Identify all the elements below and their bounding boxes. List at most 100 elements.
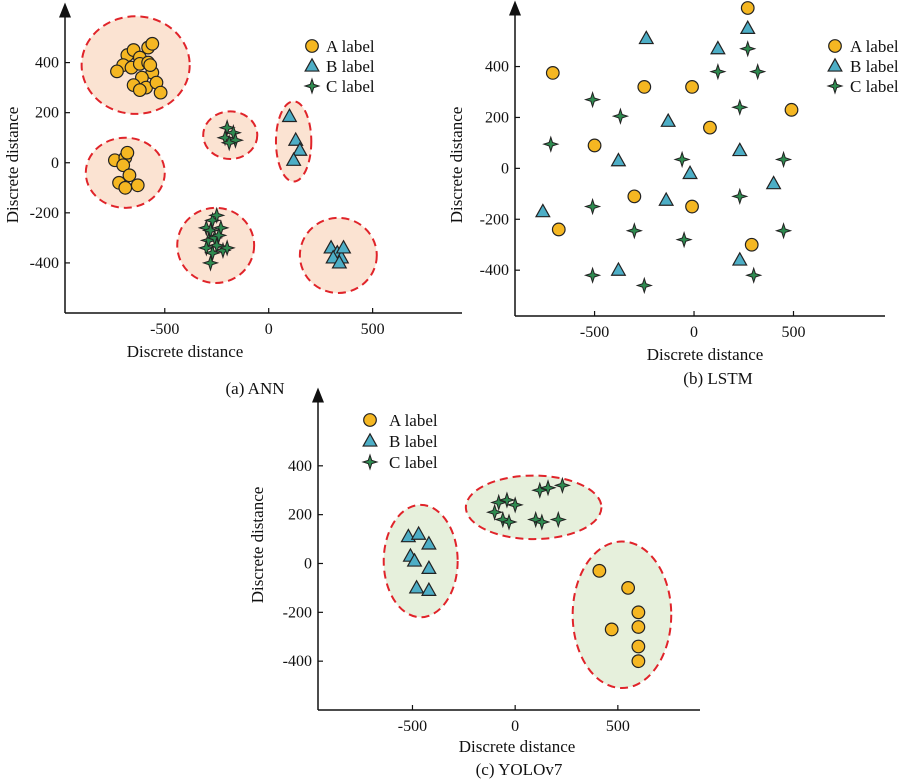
legend-circle-icon (828, 39, 842, 53)
b-label-point (406, 552, 423, 567)
c-label-point (731, 98, 749, 116)
c-label-point (731, 187, 749, 206)
x-axis-label: Discrete distance (127, 342, 244, 361)
c-label-point (583, 197, 602, 216)
cluster-ellipse (464, 474, 603, 541)
a-label-point (784, 102, 799, 117)
lstm-plot-panel: -500 0 500 -400 -200 0 200 400 Discrete distanc… (447, 0, 899, 388)
x-tick-label: -500 (398, 718, 427, 735)
x-axis-label: Discrete distance (647, 345, 764, 364)
a-label-point (604, 622, 619, 637)
a-label-point (637, 80, 652, 94)
b-label-point (287, 131, 304, 146)
y-tick-label: 0 (501, 160, 509, 177)
c-label-point (203, 244, 222, 262)
legend-label-a: A label (850, 37, 899, 56)
c-label-point (739, 40, 757, 58)
a-label-point (143, 58, 158, 72)
c-label-point (625, 222, 643, 240)
c-label-point (494, 510, 512, 529)
legend-star-icon (303, 77, 321, 95)
a-label-point (153, 85, 168, 100)
b-label-point (281, 107, 298, 123)
b-label-point (421, 581, 437, 596)
b-label-point (731, 251, 748, 266)
c-label-point (611, 107, 630, 125)
cluster-ellipse (382, 503, 459, 619)
c-label-point (201, 254, 220, 272)
legend-label-b: B label (850, 57, 899, 76)
b-label-point (739, 19, 756, 35)
y-tick-label: 400 (35, 55, 59, 72)
x-tick-label: 0 (265, 321, 273, 338)
panel-caption: (b) LSTM (683, 369, 752, 388)
b-label-point (335, 239, 352, 254)
c-label-point (506, 496, 524, 514)
a-label-point (744, 237, 759, 252)
x-tick-label: -500 (150, 321, 179, 338)
x-tick-label: 0 (511, 718, 519, 735)
c-label-point (485, 503, 504, 521)
panel-caption: (a) ANN (225, 379, 284, 398)
a-label-point (740, 1, 755, 15)
b-label-point (638, 30, 655, 45)
c-label-point (709, 62, 727, 81)
c-label-point (583, 91, 602, 109)
b-label-point (408, 579, 425, 594)
b-label-point (682, 165, 698, 180)
y-tick-label: 400 (288, 458, 312, 475)
c-label-point (218, 119, 236, 137)
x-tick-label: 0 (690, 324, 698, 341)
c-label-point (218, 239, 236, 257)
b-label-point (421, 559, 437, 575)
c-label-point (490, 493, 508, 512)
a-label-point (122, 168, 137, 183)
b-label-point (610, 152, 627, 167)
legend-star-icon (361, 453, 379, 471)
b-label-point (658, 191, 675, 206)
c-label-point (542, 135, 560, 153)
a-label-point (116, 158, 131, 173)
cluster-ellipse (202, 110, 259, 160)
a-label-point (631, 639, 646, 654)
legend-label-c: C label (389, 453, 438, 472)
b-label-point (285, 151, 302, 166)
a-label-point (145, 36, 160, 51)
b-label-point (710, 40, 726, 55)
b-label-point (534, 203, 551, 218)
y-tick-label: 200 (485, 109, 509, 126)
b-label-point (765, 175, 782, 190)
x-tick-label: 500 (606, 718, 630, 735)
a-label-point (627, 189, 642, 204)
y-tick-label: 0 (51, 155, 59, 172)
c-label-point (208, 206, 226, 224)
c-label-point (553, 476, 572, 494)
b-label-point (731, 142, 748, 157)
x-tick-label: 500 (781, 324, 805, 341)
plot-area: -500 0 500 -400 -200 0 200 400 (283, 387, 700, 735)
legend-label-a: A label (389, 411, 438, 430)
c-label-point (749, 63, 767, 81)
x-axis-label: Discrete distance (459, 737, 576, 756)
plot-area: -500 0 500 -400 -200 0 200 400 (30, 2, 462, 338)
legend-circle-icon (305, 39, 319, 53)
c-label-point (774, 150, 793, 169)
c-label-point (210, 226, 228, 245)
cluster-ellipse (571, 540, 673, 690)
a-label-point (631, 605, 646, 620)
c-label-point (197, 239, 215, 257)
c-label-point (498, 491, 516, 509)
legend-label-b: B label (389, 432, 438, 451)
y-tick-label: 200 (35, 105, 59, 122)
legend-triangle-icon (362, 432, 378, 447)
a-label-point (631, 620, 646, 634)
a-label-point (551, 222, 566, 237)
b-label-point (421, 535, 437, 550)
b-label-point (610, 261, 627, 276)
yolov7-plot-panel: -500 0 500 -400 -200 0 200 400 Discrete distanc… (248, 387, 700, 779)
y-tick-label: 200 (288, 507, 312, 524)
y-tick-label: 0 (304, 555, 312, 572)
legend: A label B label C label (389, 411, 438, 472)
legend-star-icon (826, 77, 844, 95)
